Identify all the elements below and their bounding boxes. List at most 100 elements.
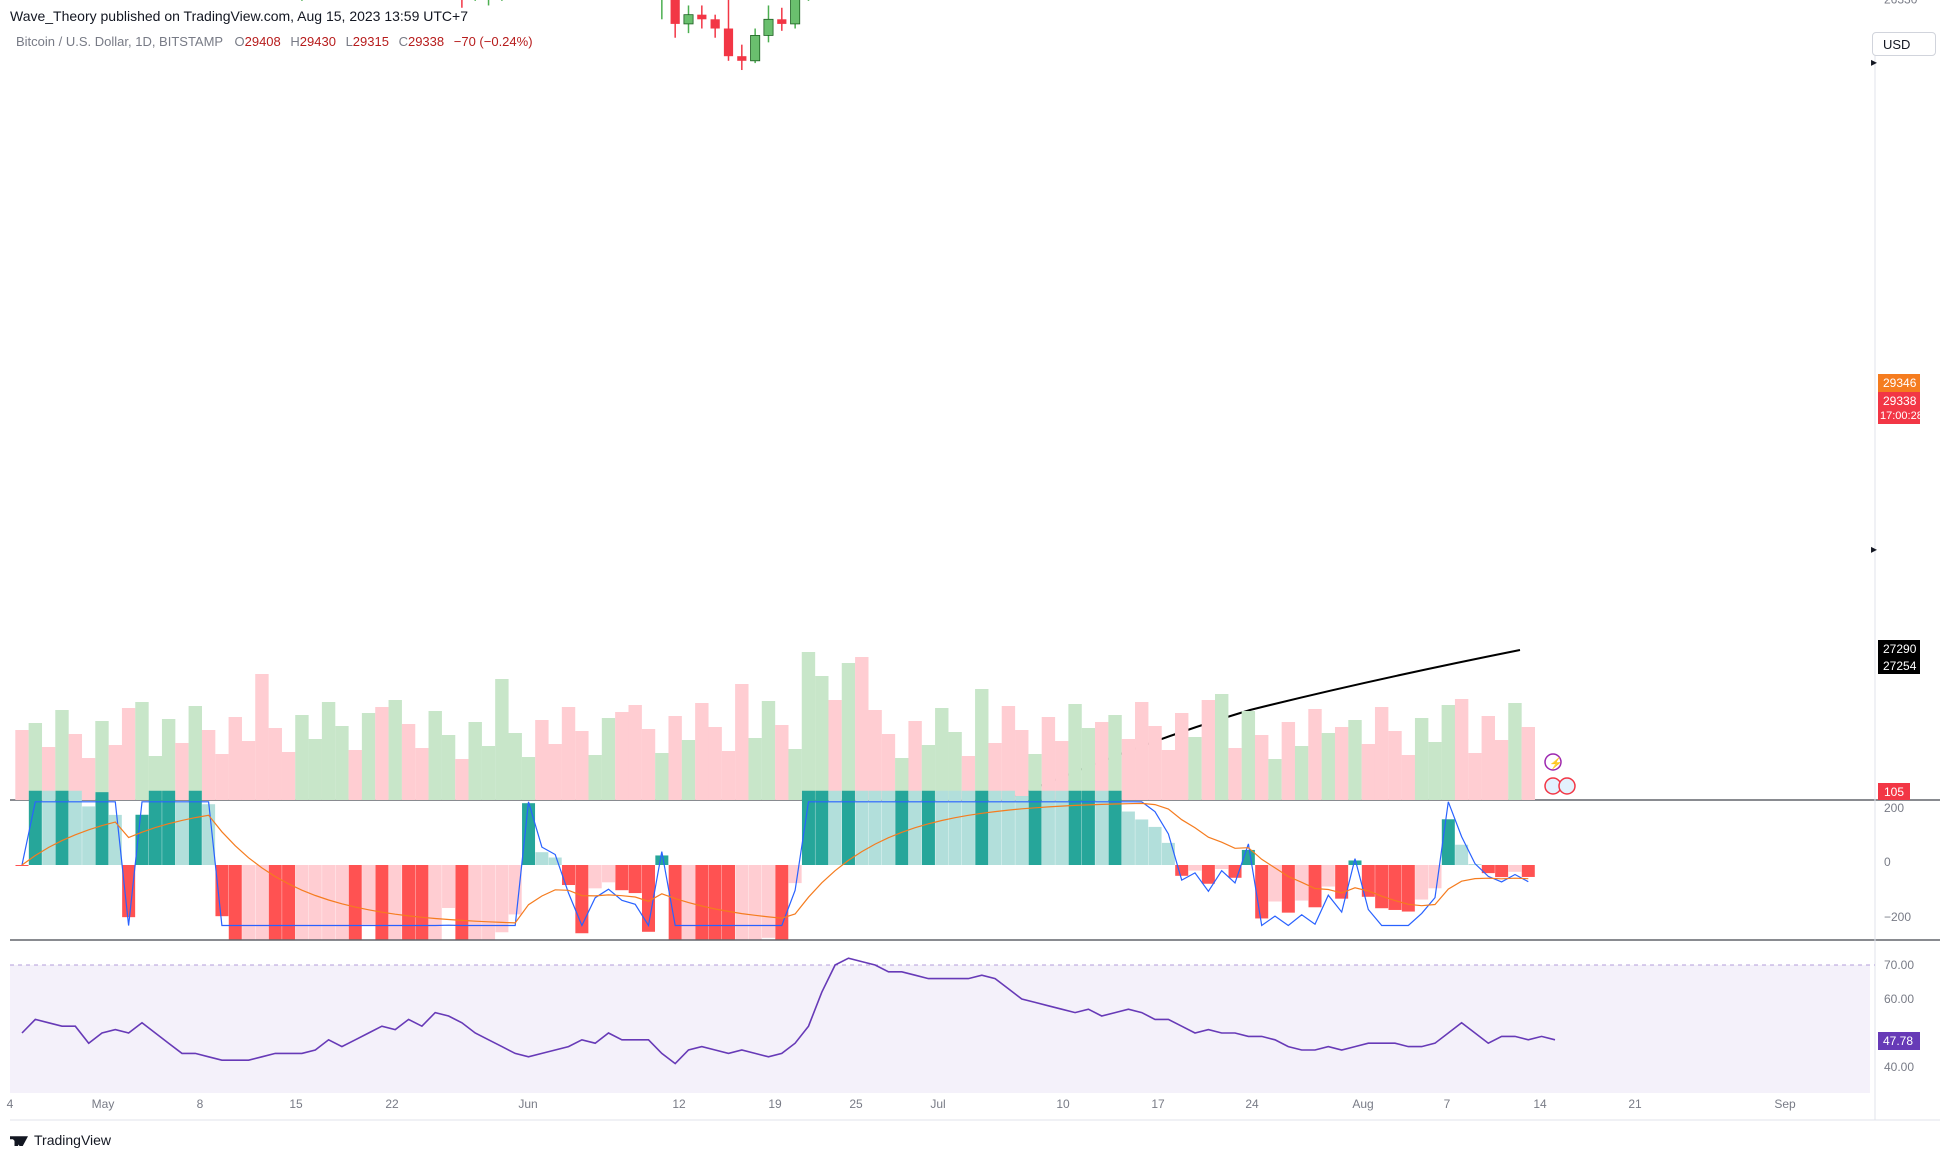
macd-histogram-bar [775,865,789,940]
candle-body [710,19,720,29]
macd-histogram-bar [988,790,1002,865]
volume-bar [775,725,789,800]
volume-bar [1281,722,1296,800]
volume-bar [281,752,296,800]
macd-tick-label: −200 [1884,910,1911,924]
macd-histogram-bar [402,865,416,940]
macd-histogram-bar [1188,865,1202,871]
volume-bar [1494,740,1509,800]
volume-bar [1374,707,1389,800]
time-tick-label: Aug [1352,1097,1373,1111]
volume-bar [1414,718,1429,800]
macd-histogram-bar [508,865,522,915]
volume-bar [988,743,1002,800]
volume-bar [188,706,202,800]
volume-bar [15,730,29,800]
close-label: C [398,34,408,49]
macd-histogram-bar [215,865,229,917]
macd-histogram-bar [1441,819,1455,865]
macd-histogram-bar [628,865,642,894]
volume-bar [1481,716,1495,800]
macd-pane [15,790,1535,940]
macd-histogram-bar [748,865,762,940]
rsi-tick-label: 60.00 [1884,992,1914,1006]
volume-bar [588,755,602,800]
volume-bar [1388,731,1402,800]
candle-body [683,14,694,25]
volume-bar [268,728,282,800]
macd-histogram-bar [335,865,349,940]
macd-histogram-bar [562,865,576,886]
volume-bar [1401,755,1416,800]
tradingview-logo-text: TradingView [34,1132,112,1148]
volume-bar [1121,739,1136,800]
volume-bar [1241,711,1256,800]
macd-histogram-bar [828,790,842,865]
candle-body [777,19,787,24]
time-tick-label: 22 [385,1097,399,1111]
candle-body [697,14,707,20]
macd-histogram-bar [602,865,616,883]
volume-bar [241,741,256,800]
volume-bar [748,738,762,800]
volume-bar [495,679,509,800]
volume-bar [1361,744,1376,800]
rsi-tick-label: 40.00 [1884,1060,1914,1074]
volume-bar [308,739,322,800]
macd-histogram-bar [1388,865,1402,910]
volume-bar [321,702,336,800]
volume-bar [1468,753,1482,800]
macd-histogram-bar [162,790,176,865]
volume-bar [1015,730,1029,800]
time-tick-label: 7 [1444,1097,1451,1111]
macd-histogram-bar [348,865,362,940]
volume-bar [548,744,562,800]
symbol-name: Bitcoin / U.S. Dollar, 1D, BITSTAMP [16,34,223,49]
volume-bar [815,676,829,800]
macd-histogram-bar [122,865,136,918]
macd-histogram-bar [1015,796,1029,865]
macd-histogram-bar [308,865,322,940]
volume-area [15,652,1535,800]
macd-histogram-bar [735,865,749,940]
macd-histogram-bar [362,865,376,925]
macd-histogram-bar [855,790,869,865]
volume-bar [428,711,442,800]
macd-histogram-bar [588,865,602,889]
rsi-tick-label: 70.00 [1884,958,1914,972]
lightning-icon: ⚡ [1549,757,1563,770]
volume-bar [668,716,682,800]
volume-bar [615,712,629,800]
macd-histogram-bar [442,865,456,908]
macd-histogram-bar [1495,865,1509,878]
overlay-labels: 0.65(30683)0.618(30579)0.382(29813)0.382… [1544,753,1576,795]
last-price-value: 29338 [1883,394,1917,408]
macd-histogram-bar [935,790,949,865]
time-tick-label: 17 [1151,1097,1165,1111]
macd-histogram-bar [921,790,935,865]
volume-bar [1428,742,1442,800]
macd-histogram-bar [255,865,269,940]
macd-histogram-bar [1108,790,1122,865]
time-tick-label: Jun [518,1097,537,1111]
ema-value: 29346 [1883,376,1917,390]
scroll-arrow-icon: ▸ [1871,55,1877,69]
time-tick-label: 8 [197,1097,204,1111]
currency-button[interactable]: USD [1872,32,1936,56]
volume-bar [1108,715,1122,800]
macd-histogram-bar [895,790,909,865]
change-value: −70 (−0.24%) [453,34,533,49]
volume-bar [375,707,389,800]
volume-bar [1055,741,1069,800]
macd-histogram-bar [1135,819,1149,865]
volume-bar [455,759,469,800]
macd-histogram-bar [708,865,722,940]
time-tick-label: Sep [1774,1097,1796,1111]
volume-bar [148,756,162,800]
low-label: L [345,34,353,49]
macd-histogram-bar [375,865,389,940]
macd-histogram-bar [575,865,589,934]
volume-bar [1308,709,1322,800]
macd-histogram-bar [295,865,309,940]
